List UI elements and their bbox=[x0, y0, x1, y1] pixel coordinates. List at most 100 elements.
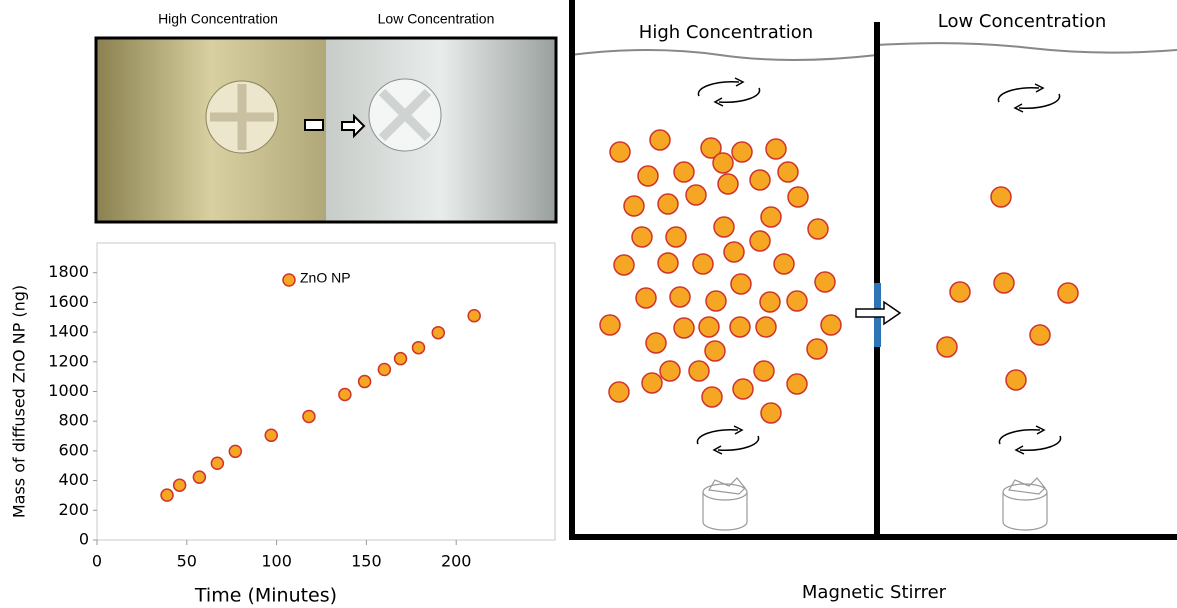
y-tick-label: 0 bbox=[79, 530, 89, 549]
stirrer bbox=[703, 478, 747, 530]
particle bbox=[658, 194, 678, 214]
particle bbox=[787, 374, 807, 394]
point bbox=[359, 376, 371, 388]
particle bbox=[774, 254, 794, 274]
particle bbox=[760, 292, 780, 312]
point bbox=[378, 364, 390, 376]
particle bbox=[699, 317, 719, 337]
legend-marker bbox=[283, 274, 295, 286]
particle bbox=[674, 318, 694, 338]
stir-arrow bbox=[1020, 436, 1061, 450]
particle bbox=[624, 196, 644, 216]
particle bbox=[750, 231, 770, 251]
particle bbox=[713, 153, 733, 173]
particle bbox=[1058, 283, 1078, 303]
particle bbox=[718, 174, 738, 194]
particle bbox=[642, 373, 662, 393]
figure: High Concentration Low Concentration 0 20… bbox=[0, 0, 1177, 608]
stir-arrow bbox=[718, 436, 759, 450]
point bbox=[193, 471, 205, 483]
particle bbox=[706, 291, 726, 311]
diagram-caption: Magnetic Stirrer bbox=[802, 582, 947, 603]
particle bbox=[666, 227, 686, 247]
legend-label: ZnO NP bbox=[300, 270, 351, 286]
x-tick-label: 50 bbox=[177, 552, 197, 571]
stir-arrow bbox=[1019, 94, 1060, 108]
x-tick-label: 150 bbox=[351, 552, 382, 571]
particle bbox=[821, 315, 841, 335]
particle bbox=[693, 254, 713, 274]
point bbox=[265, 429, 277, 441]
point bbox=[229, 445, 241, 457]
y-axis-label: Mass of diffused ZnO NP (ng) bbox=[10, 285, 29, 518]
stirrer bbox=[1003, 478, 1047, 530]
particle bbox=[756, 317, 776, 337]
point bbox=[468, 310, 480, 322]
stir-arrow bbox=[698, 82, 739, 96]
particle bbox=[670, 287, 690, 307]
particle bbox=[632, 227, 652, 247]
particle bbox=[937, 337, 957, 357]
particle bbox=[686, 185, 706, 205]
particle bbox=[660, 361, 680, 381]
diagram-label: Low Concentration bbox=[938, 11, 1107, 32]
particle bbox=[815, 272, 835, 292]
point bbox=[161, 489, 173, 501]
particle bbox=[766, 139, 786, 159]
y-tick-label: 800 bbox=[58, 411, 89, 430]
particle bbox=[733, 379, 753, 399]
particle bbox=[658, 253, 678, 273]
particle bbox=[788, 187, 808, 207]
particle bbox=[730, 317, 750, 337]
particle bbox=[609, 382, 629, 402]
particle bbox=[689, 361, 709, 381]
photo-label: High Concentration bbox=[158, 11, 278, 27]
stir-arrow bbox=[998, 88, 1039, 102]
particle bbox=[732, 142, 752, 162]
particle bbox=[731, 274, 751, 294]
stir-arrow bbox=[999, 430, 1040, 444]
y-tick-label: 1600 bbox=[48, 292, 89, 311]
particle bbox=[787, 291, 807, 311]
point bbox=[412, 342, 424, 354]
particle bbox=[600, 315, 620, 335]
point bbox=[174, 479, 186, 491]
particle bbox=[808, 219, 828, 239]
particle bbox=[761, 207, 781, 227]
particle bbox=[950, 282, 970, 302]
photo: High Concentration Low Concentration bbox=[96, 11, 556, 222]
particle bbox=[610, 142, 630, 162]
particle bbox=[754, 361, 774, 381]
particle bbox=[702, 387, 722, 407]
particle bbox=[1006, 370, 1026, 390]
particle bbox=[991, 187, 1011, 207]
y-tick-label: 600 bbox=[58, 440, 89, 459]
particle bbox=[714, 217, 734, 237]
y-tick-label: 1800 bbox=[48, 262, 89, 281]
particle bbox=[614, 255, 634, 275]
particle bbox=[646, 333, 666, 353]
particle bbox=[1030, 325, 1050, 345]
point bbox=[432, 327, 444, 339]
x-tick-label: 200 bbox=[441, 552, 472, 571]
particle bbox=[650, 130, 670, 150]
particle bbox=[778, 162, 798, 182]
y-tick-label: 200 bbox=[58, 500, 89, 519]
point bbox=[339, 388, 351, 400]
y-tick-label: 400 bbox=[58, 470, 89, 489]
particle bbox=[724, 242, 744, 262]
point bbox=[211, 457, 223, 469]
x-axis-label: Time (Minutes) bbox=[194, 585, 337, 607]
y-tick-label: 1000 bbox=[48, 381, 89, 400]
stir-arrow bbox=[697, 430, 738, 444]
y-tick-label: 1200 bbox=[48, 351, 89, 370]
particle bbox=[705, 341, 725, 361]
diagram-label: High Concentration bbox=[639, 22, 813, 43]
stir-arrow bbox=[719, 88, 760, 102]
x-tick-label: 100 bbox=[261, 552, 292, 571]
y-tick-label: 1400 bbox=[48, 322, 89, 341]
point bbox=[303, 410, 315, 422]
point bbox=[395, 353, 407, 365]
particle bbox=[750, 170, 770, 190]
particle bbox=[994, 273, 1014, 293]
